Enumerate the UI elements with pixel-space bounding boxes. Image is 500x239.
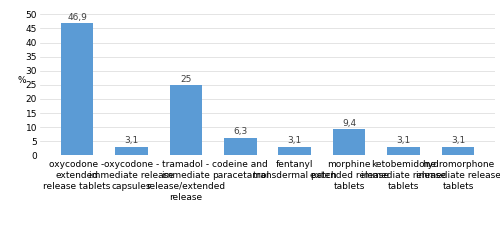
Text: 46,9: 46,9 [67, 13, 87, 22]
Bar [60, 23, 94, 155]
Bar [387, 147, 420, 155]
Bar [224, 138, 256, 155]
Bar [278, 147, 311, 155]
Text: 3,1: 3,1 [396, 136, 410, 146]
Text: 3,1: 3,1 [451, 136, 465, 146]
Y-axis label: %: % [17, 76, 26, 85]
Text: 25: 25 [180, 75, 192, 84]
Bar [115, 147, 148, 155]
Bar [333, 129, 366, 155]
Text: 3,1: 3,1 [288, 136, 302, 146]
Text: 6,3: 6,3 [233, 127, 248, 136]
Text: 9,4: 9,4 [342, 119, 356, 128]
Text: 3,1: 3,1 [124, 136, 138, 146]
Bar [442, 147, 474, 155]
Bar [170, 85, 202, 155]
